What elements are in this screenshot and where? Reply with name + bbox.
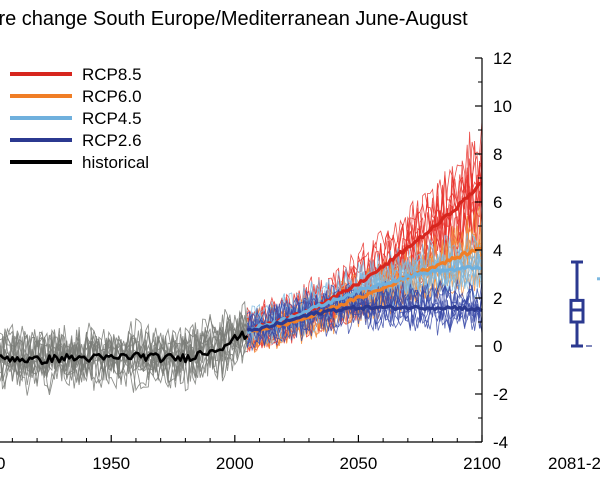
y-tick-label: -2 (493, 385, 508, 404)
mean-line-rcp6-0 (246, 246, 483, 333)
side-box-rcp2-6 (569, 260, 585, 348)
x-tick-label: 2100 (463, 454, 501, 473)
y-tick-label: 8 (493, 145, 502, 164)
ensemble-member (0, 318, 248, 375)
legend-label: historical (82, 153, 149, 172)
y-tick-label: 0 (493, 337, 502, 356)
legend-label: RCP2.6 (82, 131, 142, 150)
mean-line-historical (0, 330, 249, 366)
x-tick-label: 0 (0, 454, 5, 473)
ensemble-historical (0, 300, 248, 396)
y-tick-label: 4 (493, 241, 502, 260)
chart-title-text: rature change South Europe/Mediterranean… (0, 8, 468, 30)
legend-label: RCP6.0 (82, 87, 142, 106)
ensemble-layer (0, 121, 483, 396)
y-tick-label: 6 (493, 193, 502, 212)
mean-line-rcp2-6 (246, 304, 483, 332)
y-tick-label: 12 (493, 49, 512, 68)
legend: RCP8.5 RCP6.0 RCP4.5 RCP2.6 historical (10, 65, 149, 172)
x-tick-label: 1950 (92, 454, 130, 473)
ensemble-member (0, 318, 248, 377)
legend-label: RCP4.5 (82, 109, 142, 128)
legend-label: RCP8.5 (82, 65, 142, 84)
y-tick-label: -4 (493, 433, 508, 452)
x-tick-label: 2000 (216, 454, 254, 473)
x-tick-label: 2050 (339, 454, 377, 473)
mean-line-layer (0, 181, 483, 366)
axes-layer: 0 1950 2000 2050 2100 -4 -2 0 2 4 6 8 10 12 (0, 49, 512, 473)
side-axis-label: 2081-2 (548, 454, 600, 473)
ensemble-member (0, 312, 248, 373)
y-tick-label: 2 (493, 289, 502, 308)
ensemble-member (246, 294, 483, 348)
chart-title: rature change South Europe/Mediterranean… (0, 8, 600, 32)
side-boxplot-panel: 2081-2 (548, 260, 600, 473)
y-tick-label: 10 (493, 97, 512, 116)
